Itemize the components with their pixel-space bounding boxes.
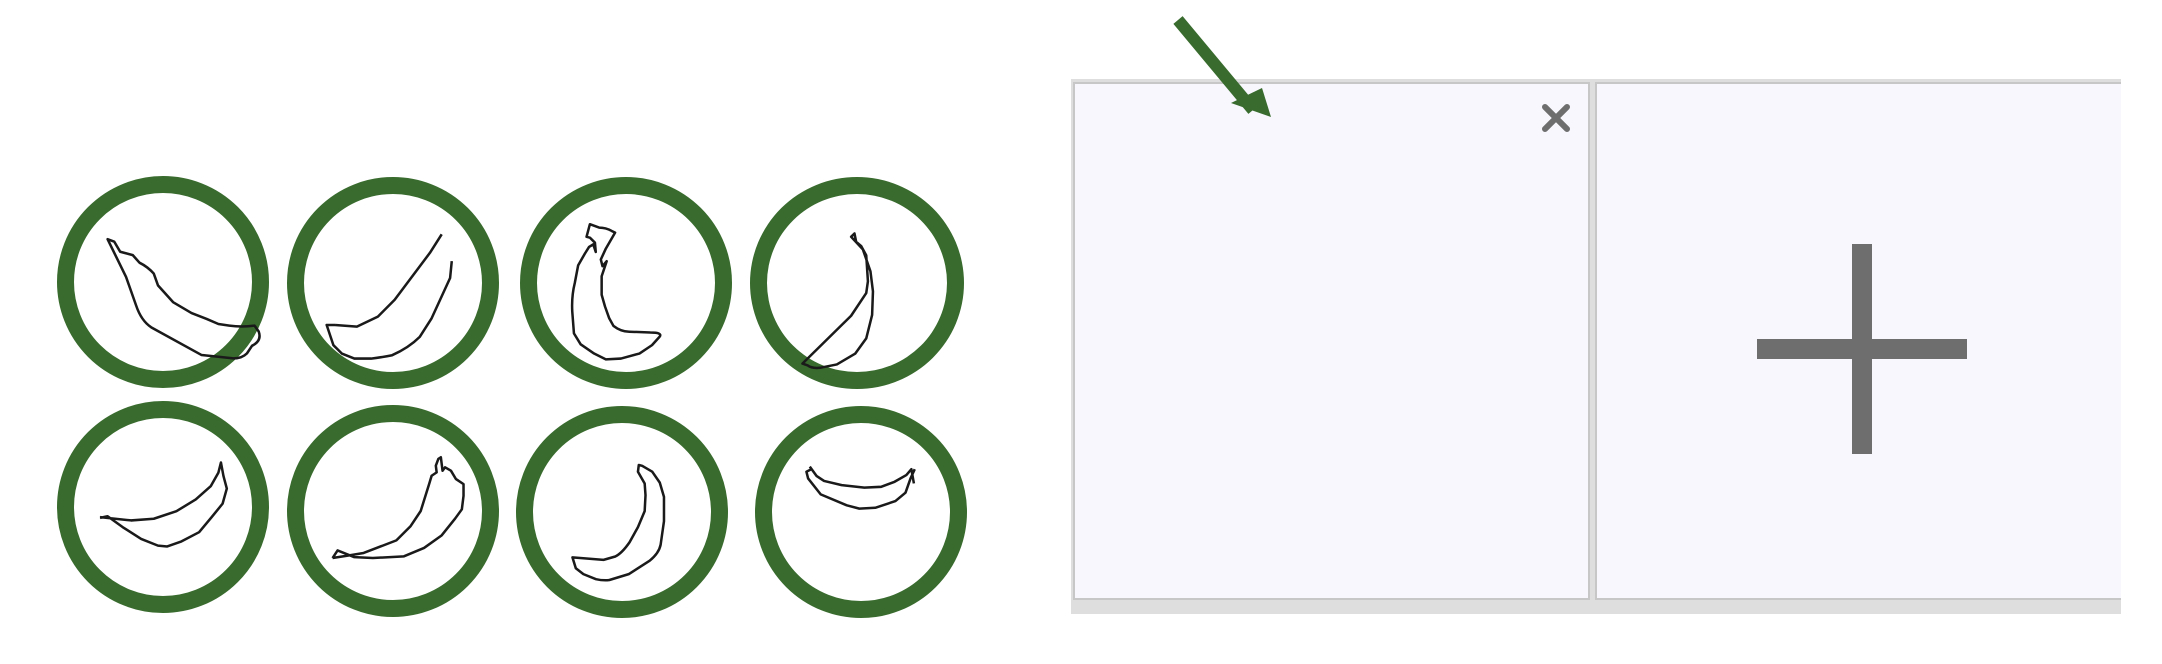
choice-banana-3[interactable]	[520, 177, 732, 389]
choice-banana-5[interactable]	[57, 401, 269, 613]
choice-banana-8[interactable]	[755, 406, 967, 618]
banana-sketch-icon	[571, 463, 666, 582]
banana-sketch-icon	[331, 456, 465, 560]
choice-banana-7[interactable]	[516, 406, 728, 618]
answer-strip	[1071, 79, 2121, 614]
remove-icon[interactable]	[1538, 100, 1574, 136]
banana-sketch-icon	[805, 465, 916, 510]
answer-slot-empty[interactable]	[1073, 82, 1590, 600]
banana-sketch-icon	[801, 232, 875, 370]
banana-sketch-icon	[570, 222, 662, 361]
plus-icon	[1757, 244, 1967, 454]
banana-sketch-icon	[325, 233, 454, 360]
choice-banana-1[interactable]	[57, 176, 269, 388]
choice-banana-2[interactable]	[287, 177, 499, 389]
add-slot-button[interactable]	[1595, 82, 2121, 600]
banana-sketch-icon	[106, 237, 261, 360]
banana-sketch-icon	[99, 461, 229, 548]
choice-banana-4[interactable]	[750, 177, 964, 389]
choice-banana-6[interactable]	[287, 405, 499, 617]
